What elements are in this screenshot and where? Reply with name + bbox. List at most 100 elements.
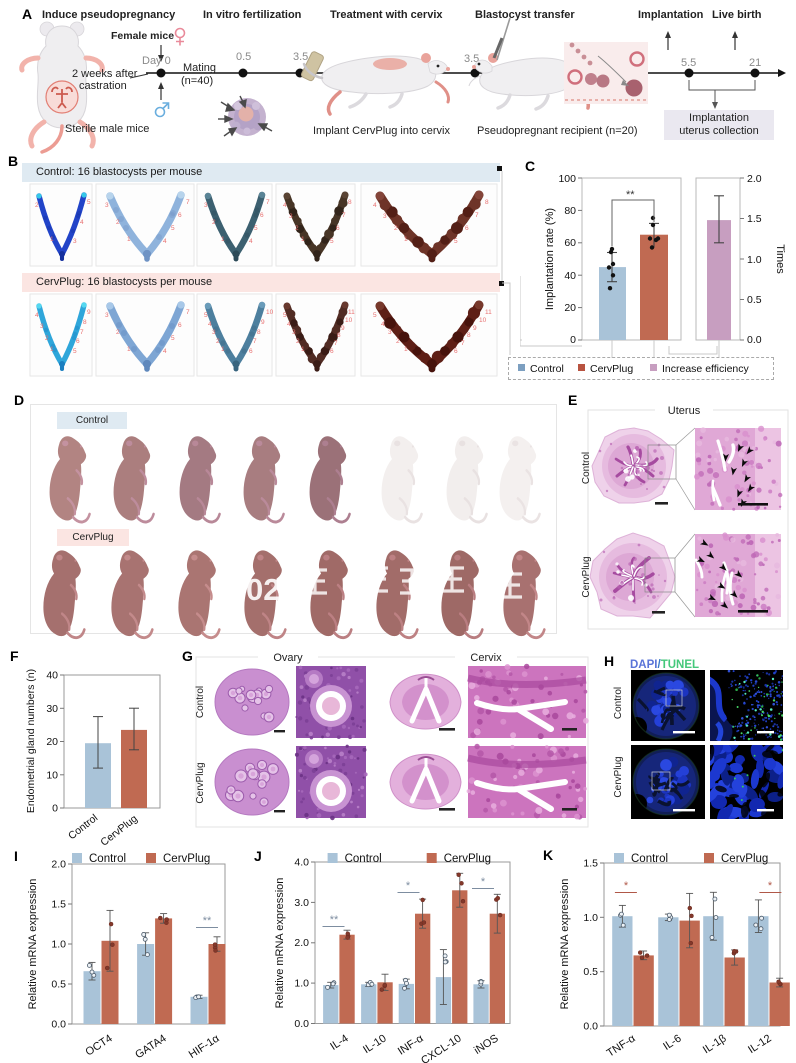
svg-text:02: 02 bbox=[246, 572, 280, 607]
svg-text:3: 3 bbox=[292, 329, 296, 336]
svg-text:1.5: 1.5 bbox=[51, 899, 66, 911]
svg-text:2: 2 bbox=[116, 219, 120, 226]
svg-text:5: 5 bbox=[73, 348, 77, 355]
svg-text:Ovary: Ovary bbox=[273, 652, 303, 664]
svg-text:Control: Control bbox=[613, 687, 624, 719]
svg-text:0.5: 0.5 bbox=[236, 51, 251, 63]
svg-text:2: 2 bbox=[296, 338, 300, 345]
svg-text:7: 7 bbox=[186, 309, 190, 316]
svg-text:HIF-1α: HIF-1α bbox=[187, 1032, 222, 1061]
svg-text:4: 4 bbox=[80, 219, 84, 226]
svg-text:8: 8 bbox=[467, 332, 471, 339]
svg-text:8: 8 bbox=[257, 329, 261, 336]
svg-text:0.0: 0.0 bbox=[294, 1018, 309, 1030]
svg-text:2: 2 bbox=[45, 335, 49, 342]
svg-text:4: 4 bbox=[163, 348, 167, 355]
svg-text:IL-12: IL-12 bbox=[746, 1032, 774, 1056]
svg-text:0.0: 0.0 bbox=[747, 334, 762, 346]
svg-text:10: 10 bbox=[479, 317, 487, 324]
svg-text:11: 11 bbox=[485, 309, 492, 316]
svg-text:GATA4: GATA4 bbox=[133, 1032, 168, 1061]
svg-text:1.5: 1.5 bbox=[747, 213, 762, 225]
svg-text:1.0: 1.0 bbox=[747, 254, 762, 266]
svg-text:2: 2 bbox=[116, 329, 120, 336]
svg-text:2: 2 bbox=[216, 338, 220, 345]
svg-text:1: 1 bbox=[127, 236, 131, 243]
svg-text:6: 6 bbox=[454, 348, 458, 355]
svg-text:0.5: 0.5 bbox=[583, 966, 598, 978]
svg-text:3: 3 bbox=[105, 202, 109, 209]
svg-text:3: 3 bbox=[289, 213, 293, 220]
svg-text:CXCL-10: CXCL-10 bbox=[419, 1032, 463, 1063]
svg-text:4: 4 bbox=[163, 238, 167, 245]
svg-text:7: 7 bbox=[334, 340, 338, 347]
svg-text:21: 21 bbox=[749, 57, 761, 69]
svg-text:6: 6 bbox=[336, 225, 340, 232]
svg-text:Control: Control bbox=[66, 812, 100, 842]
svg-text:IL-6: IL-6 bbox=[661, 1032, 683, 1052]
svg-text:0.5: 0.5 bbox=[747, 294, 762, 306]
svg-text:CervPlug: CervPlug bbox=[444, 853, 491, 865]
svg-text:Control: Control bbox=[631, 853, 668, 865]
svg-text:9: 9 bbox=[341, 325, 345, 332]
svg-text:Cervix: Cervix bbox=[470, 652, 502, 664]
svg-text:2.0: 2.0 bbox=[747, 173, 762, 185]
svg-text:3: 3 bbox=[105, 312, 109, 319]
svg-text:10: 10 bbox=[266, 309, 274, 316]
svg-text:4: 4 bbox=[283, 202, 287, 209]
svg-text:10: 10 bbox=[345, 317, 353, 324]
svg-text:8: 8 bbox=[83, 319, 87, 326]
svg-text:5: 5 bbox=[254, 225, 258, 232]
svg-text:4: 4 bbox=[287, 321, 291, 328]
svg-text:Times: Times bbox=[774, 244, 786, 274]
svg-text:Pseudopregnant recipient (n=20: Pseudopregnant recipient (n=20) bbox=[477, 125, 638, 137]
svg-text:1: 1 bbox=[404, 236, 408, 243]
svg-text:5: 5 bbox=[373, 312, 377, 319]
svg-text:Relative mRNA expression: Relative mRNA expression bbox=[559, 879, 571, 1010]
svg-text:Relative mRNA expression: Relative mRNA expression bbox=[27, 879, 39, 1010]
svg-text:OCT4: OCT4 bbox=[83, 1032, 114, 1058]
svg-text:Endometrial gland numbers (n): Endometrial gland numbers (n) bbox=[25, 669, 37, 813]
svg-text:4: 4 bbox=[208, 321, 212, 328]
svg-text:3: 3 bbox=[204, 202, 208, 209]
svg-text:9: 9 bbox=[473, 325, 477, 332]
svg-text:40: 40 bbox=[564, 270, 576, 282]
svg-text:0.5: 0.5 bbox=[51, 979, 66, 991]
svg-text:iNOS: iNOS bbox=[472, 1032, 501, 1056]
svg-text:5.5: 5.5 bbox=[681, 57, 696, 69]
svg-text:8: 8 bbox=[348, 199, 352, 206]
svg-text:5: 5 bbox=[171, 335, 175, 342]
svg-text:7: 7 bbox=[253, 338, 257, 345]
svg-text:Implantation rate (%): Implantation rate (%) bbox=[544, 208, 556, 310]
svg-text:1.5: 1.5 bbox=[583, 858, 598, 870]
svg-text:9: 9 bbox=[261, 319, 265, 326]
svg-text:IL-1β: IL-1β bbox=[701, 1032, 729, 1056]
svg-text:Control: Control bbox=[89, 853, 126, 865]
svg-text:4: 4 bbox=[35, 312, 39, 319]
svg-text:6: 6 bbox=[465, 225, 469, 232]
svg-text:Control: Control bbox=[581, 452, 592, 484]
svg-text:Female mice: Female mice bbox=[111, 30, 174, 42]
svg-text:4: 4 bbox=[373, 202, 377, 209]
svg-text:3: 3 bbox=[383, 213, 387, 220]
svg-text:0: 0 bbox=[52, 803, 58, 815]
svg-text:*: * bbox=[624, 880, 629, 892]
svg-text:2: 2 bbox=[212, 219, 216, 226]
svg-text:7: 7 bbox=[266, 199, 270, 206]
svg-text:5: 5 bbox=[87, 199, 91, 206]
svg-text:Increase efficiency: Increase efficiency bbox=[662, 363, 750, 375]
svg-text:30: 30 bbox=[46, 703, 58, 715]
svg-text:5: 5 bbox=[171, 225, 175, 232]
svg-text:(n=40): (n=40) bbox=[181, 75, 213, 87]
svg-text:1.0: 1.0 bbox=[294, 978, 309, 990]
svg-text:3.5: 3.5 bbox=[464, 53, 479, 65]
svg-text:7: 7 bbox=[342, 212, 346, 219]
svg-text:3: 3 bbox=[40, 323, 44, 330]
svg-text:1: 1 bbox=[301, 236, 305, 243]
svg-text:100: 100 bbox=[558, 173, 576, 185]
svg-text:5: 5 bbox=[204, 312, 208, 319]
svg-text:DAPI/TUNEL: DAPI/TUNEL bbox=[630, 659, 699, 671]
svg-text:8: 8 bbox=[485, 199, 489, 206]
svg-text:Sterile male mice: Sterile male mice bbox=[65, 123, 149, 135]
svg-text:20: 20 bbox=[564, 302, 576, 314]
